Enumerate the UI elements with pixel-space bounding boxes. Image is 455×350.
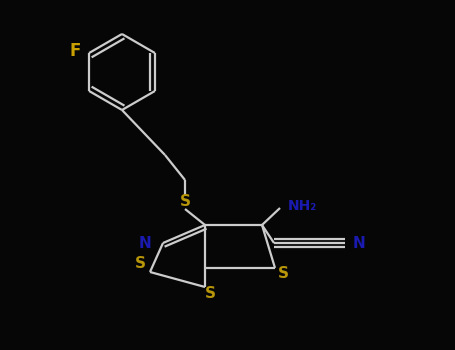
Text: S: S xyxy=(180,195,191,210)
Text: N: N xyxy=(353,236,366,251)
Text: NH₂: NH₂ xyxy=(288,199,317,213)
Text: S: S xyxy=(278,266,288,281)
Text: S: S xyxy=(204,286,216,301)
Text: S: S xyxy=(135,257,146,272)
Text: N: N xyxy=(139,236,152,251)
Text: F: F xyxy=(70,42,81,60)
